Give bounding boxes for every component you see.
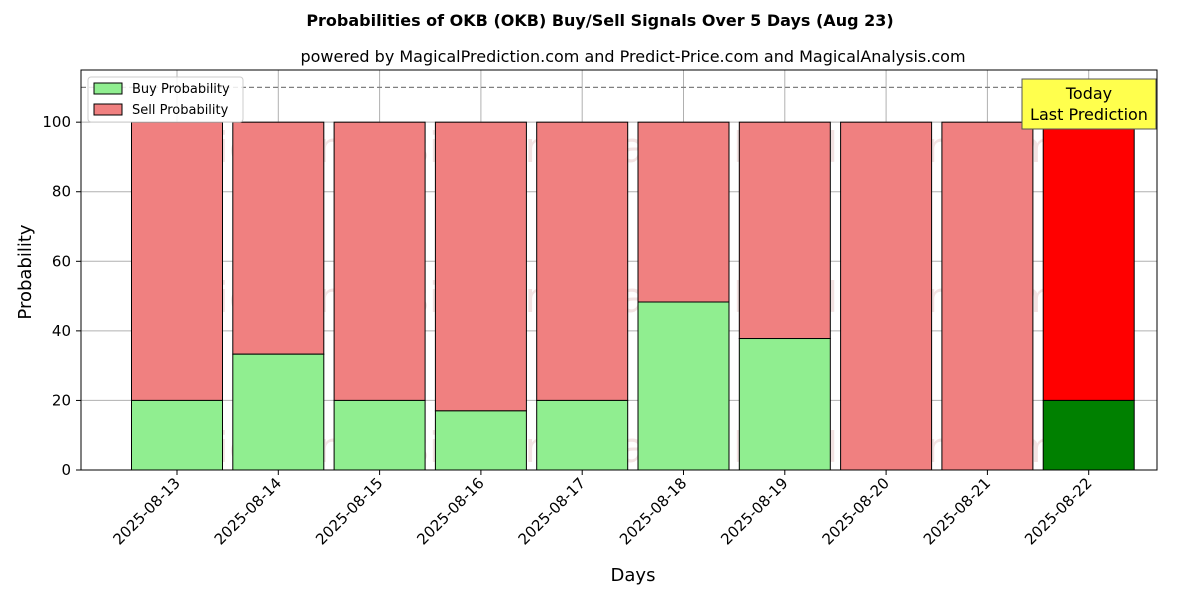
- buy-bar-2025-08-19: [738, 338, 831, 471]
- buy-bar-2025-08-17: [536, 399, 629, 471]
- bars: [131, 121, 1135, 471]
- sell-bar-2025-08-22: [1042, 121, 1135, 401]
- sell-bar-2025-08-13: [131, 121, 223, 401]
- legend-sell-swatch: [93, 103, 123, 116]
- chart-subtitle: powered by MagicalPrediction.com and Pre…: [300, 47, 965, 66]
- legend-buy-label: Buy Probability: [132, 82, 230, 97]
- x-tick-label: 2025-08-15: [312, 474, 386, 548]
- x-tick-label: 2025-08-20: [819, 474, 893, 548]
- x-tick-label: 2025-08-19: [717, 474, 791, 548]
- sell-bar-2025-08-19: [738, 121, 831, 340]
- x-tick-label: 2025-08-21: [920, 474, 994, 548]
- buy-bar-2025-08-16: [434, 410, 527, 471]
- x-tick-label: 2025-08-14: [211, 474, 285, 548]
- x-tick-label: 2025-08-17: [515, 474, 589, 548]
- y-tick-label: 100: [42, 113, 71, 131]
- legend: Buy Probability Sell Probability: [87, 76, 244, 123]
- x-tick-label: 2025-08-13: [109, 474, 183, 548]
- y-tick-label: 20: [52, 391, 71, 409]
- y-tick-label: 40: [52, 322, 71, 340]
- x-tick-label: 2025-08-16: [413, 474, 487, 548]
- today-annotation: Today Last Prediction: [1021, 78, 1157, 130]
- plot-frame: [80, 69, 1158, 471]
- sell-bar-2025-08-14: [232, 121, 325, 355]
- buy-bar-2025-08-22: [1042, 399, 1135, 471]
- x-tick-label: 2025-08-18: [616, 474, 690, 548]
- buy-bar-2025-08-18: [637, 301, 730, 471]
- y-tick-label: 0: [61, 461, 71, 479]
- legend-sell-label: Sell Probability: [132, 103, 229, 118]
- buy-bar-2025-08-14: [232, 353, 325, 471]
- today-annotation-line2: Last Prediction: [1030, 105, 1148, 124]
- sell-bar-2025-08-15: [333, 121, 426, 401]
- sell-bar-2025-08-16: [434, 121, 527, 412]
- x-axis-label: Days: [611, 565, 656, 586]
- sell-bar-2025-08-20: [840, 121, 933, 471]
- x-tick-label: 2025-08-22: [1021, 474, 1095, 548]
- y-tick-label: 80: [52, 183, 71, 201]
- sell-bar-2025-08-18: [637, 121, 730, 303]
- chart-title: Probabilities of OKB (OKB) Buy/Sell Sign…: [306, 11, 893, 30]
- legend-buy-swatch: [93, 82, 123, 95]
- sell-bar-2025-08-17: [536, 121, 629, 401]
- today-annotation-line1: Today: [1065, 84, 1112, 103]
- legend-box: [87, 76, 244, 123]
- x-axis-ticks: 2025-08-13 2025-08-14 2025-08-15 2025-08-16…: [109, 470, 1096, 548]
- buy-bar-2025-08-13: [131, 399, 223, 471]
- y-axis-label: Probability: [15, 224, 36, 319]
- sell-bar-2025-08-21: [941, 121, 1034, 471]
- y-axis-ticks: 0 20 40 60 80 100: [42, 113, 81, 479]
- buy-bar-2025-08-15: [333, 399, 426, 471]
- today-annotation-box: [1021, 78, 1157, 130]
- y-tick-label: 60: [52, 252, 71, 270]
